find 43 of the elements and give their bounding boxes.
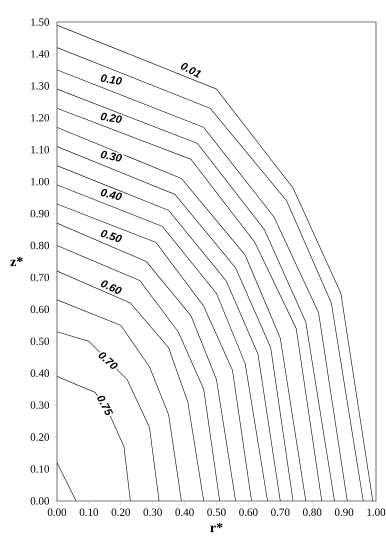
annotation: 0.50 [100,230,122,242]
y-tick-label: 0.00 [30,497,50,505]
y-tick-label: 1.10 [31,146,50,154]
y-tick-label: 1.00 [31,178,50,186]
line-series [56,300,182,501]
annotation: 0.70 [98,352,118,369]
annotation: 0.75 [97,396,114,416]
annotation: 0.40 [100,188,122,200]
y-tick-label: 0.90 [30,210,50,218]
y-tick-label: 0.70 [30,274,50,282]
annotation: 0.01 [180,62,202,78]
x-tick-label: 0.70 [271,508,290,516]
x-tick-label: 0.80 [302,508,322,516]
annotation: 0.30 [100,150,122,162]
x-tick-label: 0.20 [112,508,130,516]
y-tick-label: 0.10 [30,465,50,473]
line-series [56,245,220,501]
x-tick-label: 0.60 [239,508,258,516]
y-tick-label: 0.60 [30,306,50,314]
x-tick-label: 0.00 [48,508,66,516]
line-series [56,331,160,501]
y-tick-label: 0.50 [30,338,50,346]
annotation: 0.20 [100,112,122,123]
x-tick-label: 0.10 [80,508,98,516]
y-tick-label: 0.80 [30,242,50,250]
y-tick-label: 1.40 [31,50,50,58]
x-tick-label: 0.30 [143,508,162,516]
y-tick-label: 1.20 [31,114,50,122]
x-axis-title: r* [210,522,223,532]
line-series [56,270,204,501]
y-tick-label: 0.30 [30,401,50,409]
y-tick-label: 1.30 [31,82,50,90]
y-tick-label: 0.20 [30,433,50,441]
annotation: 0.60 [100,280,122,294]
x-tick-label: 0.50 [207,508,226,516]
y-tick-label: 1.50 [31,18,50,26]
line-series [56,376,131,501]
x-tick-label: 0.40 [175,508,194,516]
y-tick-label: 0.40 [30,370,50,377]
annotation: 0.10 [100,74,122,85]
y-axis-title: z* [10,256,23,266]
x-tick-label: 0.90 [334,508,354,516]
x-tick-label: 1.00 [367,508,386,516]
